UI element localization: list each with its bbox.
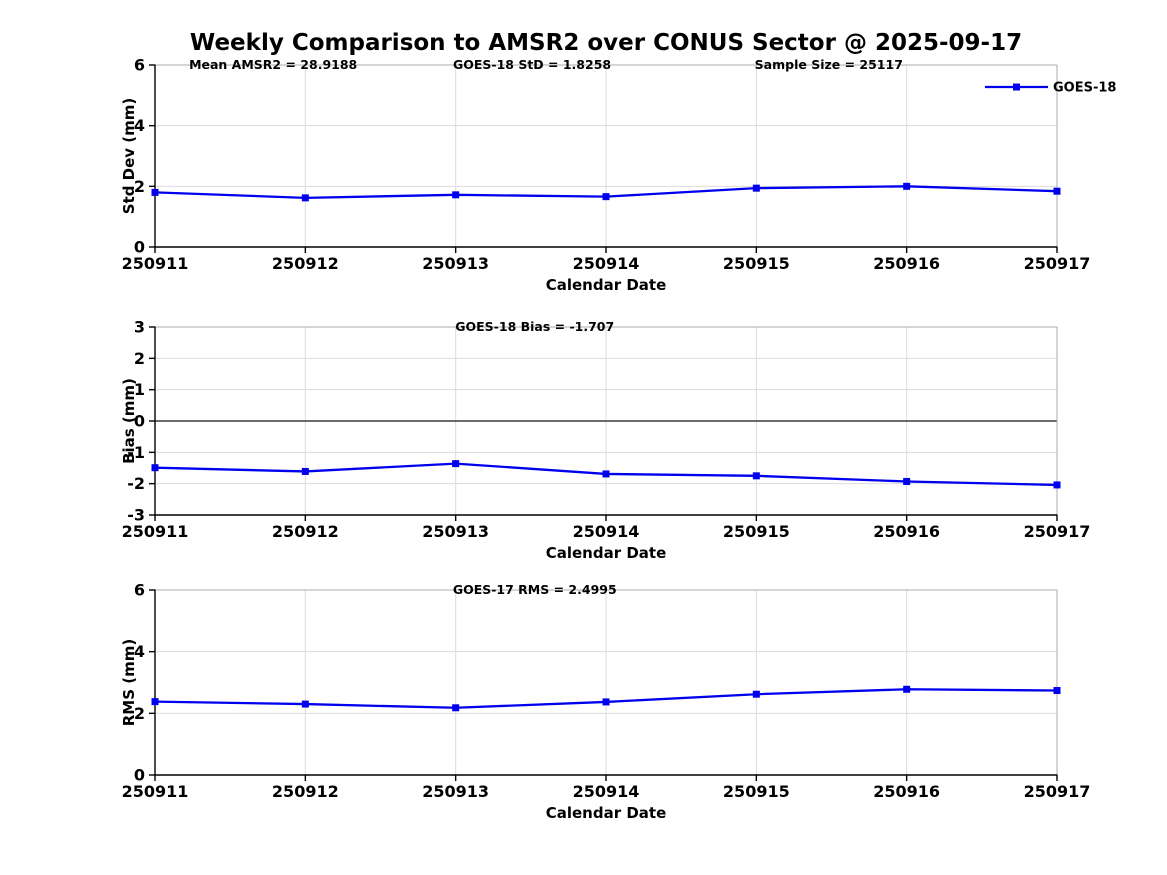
x-tick-label: 250914 xyxy=(573,782,640,801)
x-tick-label: 250912 xyxy=(272,782,339,801)
legend-marker xyxy=(1013,83,1020,91)
legend: GOES-18 xyxy=(985,81,1116,96)
x-axis-label: Calendar Date xyxy=(546,544,667,562)
x-tick-label: 250915 xyxy=(723,782,790,801)
legend-label: GOES-18 xyxy=(1053,81,1116,96)
data-point-marker xyxy=(1053,687,1061,695)
y-tick-label: 2 xyxy=(134,349,145,368)
y-axis-label: Std Dev (mm) xyxy=(120,98,138,215)
subplot-rms: 0 2 4 6 250911 250912 250913 250914 250915 250916… xyxy=(120,581,1090,823)
data-point-marker xyxy=(1053,481,1061,489)
y-tick-label: -1 xyxy=(127,443,145,462)
x-tick-label: 250915 xyxy=(723,254,790,273)
x-tick-label: 250916 xyxy=(873,782,940,801)
x-tick-label: 250917 xyxy=(1024,782,1091,801)
y-tick-label: 4 xyxy=(134,116,145,135)
x-tick-label: 250913 xyxy=(422,254,489,273)
stat-annotation: Mean AMSR2 = 28.9188 xyxy=(189,57,357,72)
x-tick-label: 250915 xyxy=(723,522,790,541)
data-point-marker xyxy=(903,182,911,190)
x-tick-label: 250913 xyxy=(422,782,489,801)
figure-title: Weekly Comparison to AMSR2 over CONUS Se… xyxy=(189,30,1023,56)
data-point-marker xyxy=(752,184,760,192)
x-tick-label: 250913 xyxy=(422,522,489,541)
x-tick-label: 250914 xyxy=(573,254,640,273)
data-point-marker xyxy=(602,470,610,478)
data-point-marker xyxy=(752,472,760,480)
data-point-marker xyxy=(903,685,911,693)
y-tick-label: 0 xyxy=(134,238,145,257)
x-tick-label: 250911 xyxy=(122,254,189,273)
x-tick-label: 250912 xyxy=(272,254,339,273)
y-axis-label: RMS (mm) xyxy=(120,639,138,726)
data-point-marker xyxy=(452,460,460,468)
data-point-marker xyxy=(452,191,460,199)
data-point-marker xyxy=(301,467,309,475)
y-tick-label: -2 xyxy=(127,474,145,493)
y-tick-label: -3 xyxy=(127,506,145,525)
y-tick-label: 4 xyxy=(134,642,145,661)
data-point-marker xyxy=(1053,187,1061,195)
x-tick-label: 250914 xyxy=(573,522,640,541)
x-tick-label: 250917 xyxy=(1024,522,1091,541)
y-tick-label: 2 xyxy=(134,704,145,723)
y-tick-label: 6 xyxy=(134,581,145,600)
x-tick-label: 250916 xyxy=(873,254,940,273)
data-point-marker xyxy=(903,477,911,485)
stat-annotation: GOES-18 StD = 1.8258 xyxy=(453,57,611,72)
data-point-marker xyxy=(301,194,309,202)
x-axis-label: Calendar Date xyxy=(546,276,667,294)
data-point-marker xyxy=(752,690,760,698)
data-point-marker xyxy=(151,464,159,472)
subplot-std-dev: 0 2 4 6 250911 250912 250913 250914 250915 250916… xyxy=(120,56,1116,295)
data-point-marker xyxy=(301,700,309,708)
y-tick-label: 2 xyxy=(134,177,145,196)
x-tick-label: 250917 xyxy=(1024,254,1091,273)
y-tick-label: 0 xyxy=(134,412,145,431)
data-point-marker xyxy=(602,698,610,706)
data-point-marker xyxy=(602,193,610,201)
data-point-marker xyxy=(452,704,460,712)
stat-annotation: GOES-18 Bias = -1.707 xyxy=(455,319,614,334)
y-tick-label: 1 xyxy=(134,380,145,399)
x-axis-label: Calendar Date xyxy=(546,804,667,822)
y-tick-label: 0 xyxy=(134,766,145,785)
x-tick-label: 250912 xyxy=(272,522,339,541)
x-tick-label: 250911 xyxy=(122,782,189,801)
data-point-marker xyxy=(151,698,159,706)
x-tick-label: 250916 xyxy=(873,522,940,541)
data-point-marker xyxy=(151,188,159,196)
y-tick-label: 6 xyxy=(134,56,145,75)
y-tick-label: 3 xyxy=(134,318,145,337)
y-axis-label: Bias (mm) xyxy=(120,378,138,464)
stat-annotation: GOES-17 RMS = 2.4995 xyxy=(453,582,617,597)
subplot-bias: -3 -2 -1 0 1 2 3 250911 250912 250913 250914 250915… xyxy=(120,318,1090,563)
stat-annotation: Sample Size = 25117 xyxy=(755,57,903,72)
x-tick-label: 250911 xyxy=(122,522,189,541)
